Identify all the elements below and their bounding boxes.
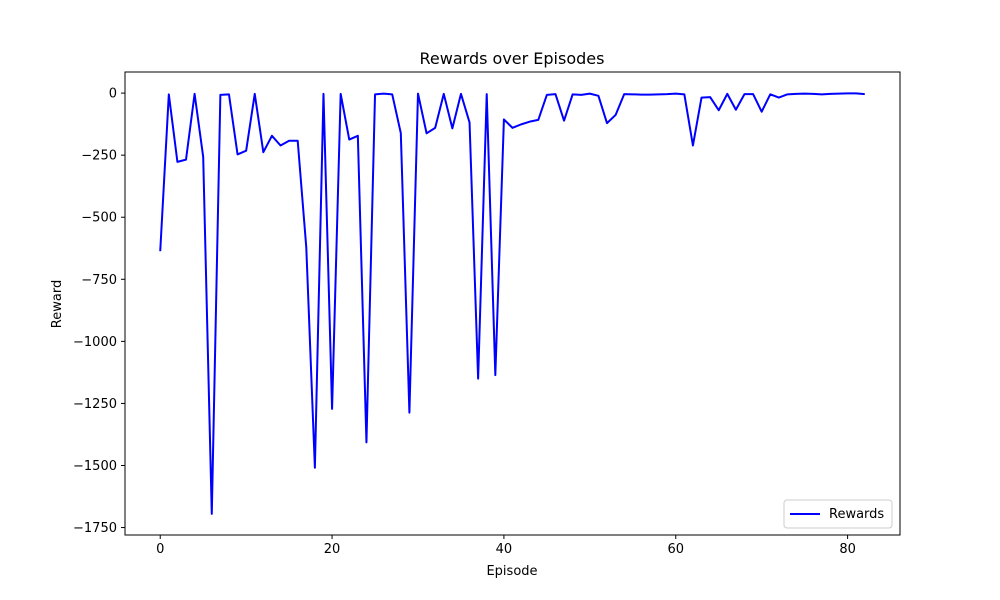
legend-box bbox=[783, 499, 893, 529]
series-layer bbox=[159, 92, 865, 515]
x-tick-label: 80 bbox=[839, 542, 856, 557]
y-tick-label: −1000 bbox=[73, 335, 117, 350]
y-axis-label: Reward bbox=[50, 280, 65, 328]
x-tick-label: 20 bbox=[324, 542, 341, 557]
y-tick-label: −500 bbox=[81, 211, 117, 226]
y-tick-label: −250 bbox=[81, 149, 117, 164]
y-tick-label: −1500 bbox=[73, 459, 117, 474]
chart-title: Rewards over Episodes bbox=[420, 49, 605, 68]
y-tick-label: 0 bbox=[109, 87, 117, 102]
legend-label: Rewards bbox=[829, 507, 884, 522]
y-tick-label: −1250 bbox=[73, 397, 117, 412]
y-tick-label: −750 bbox=[81, 273, 117, 288]
x-tick-label: 40 bbox=[496, 542, 513, 557]
y-tick-label: −1750 bbox=[73, 521, 117, 536]
legend: Rewards bbox=[783, 499, 893, 529]
y-axis: 0 −250 −500 −750 −1000 −1250 −1500 −1750 bbox=[73, 87, 125, 536]
series-line-rewards bbox=[159, 92, 865, 515]
x-tick-label: 60 bbox=[667, 542, 684, 557]
x-tick-label: 0 bbox=[156, 542, 164, 557]
x-axis: 0 20 40 60 80 bbox=[156, 535, 856, 557]
plot-area bbox=[124, 71, 901, 536]
plot-frame bbox=[124, 71, 901, 536]
x-axis-label: Episode bbox=[486, 564, 537, 579]
